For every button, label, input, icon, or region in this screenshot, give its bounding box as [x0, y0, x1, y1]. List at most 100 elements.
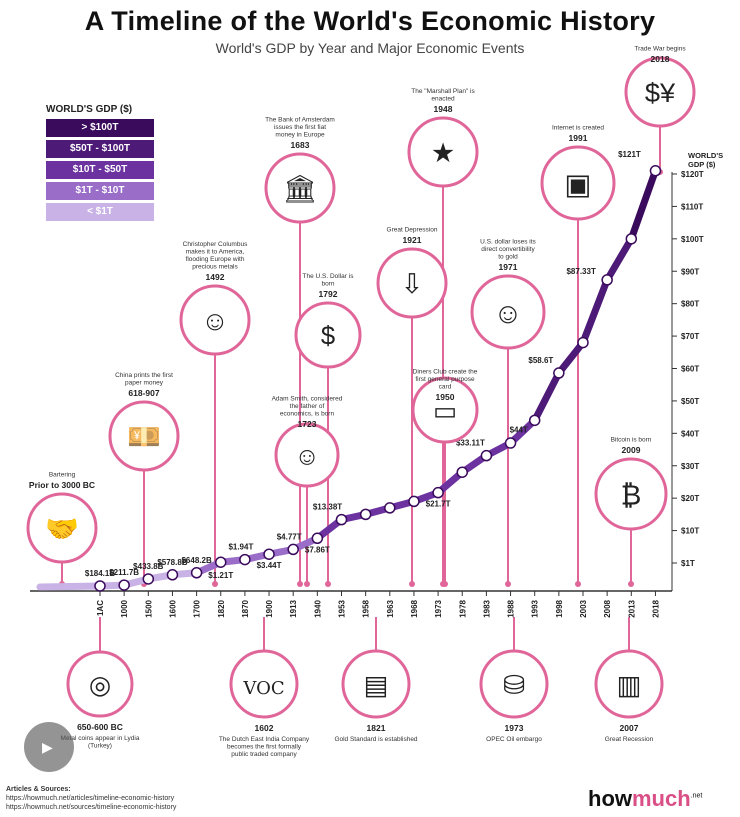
event-description: Internet is created	[552, 125, 604, 132]
data-label: $7.86T	[305, 545, 330, 554]
event-description: Christopher Columbus	[183, 241, 248, 248]
credit-card-icon: ▭	[433, 398, 457, 426]
event-description: enacted	[431, 96, 455, 103]
x-tick-label: 1993	[531, 599, 540, 617]
data-point	[384, 502, 396, 514]
data-point	[480, 449, 493, 462]
event-circle	[264, 152, 336, 224]
event-circle	[594, 649, 664, 719]
event-description: becomes the first formally	[227, 744, 302, 751]
event-description: The Bank of Amsterdam	[265, 117, 335, 124]
event-year: 1971	[499, 262, 518, 272]
event-stem-dot	[325, 581, 331, 587]
y-tick-label: $60T	[681, 365, 699, 374]
legend-item: $1T - $10T	[46, 182, 154, 200]
sources-block: Articles & Sources: https://howmuch.net/…	[6, 785, 176, 812]
y-tick-label: $50T	[681, 397, 699, 406]
data-label: $21.7T	[426, 500, 451, 509]
event-stem-dot	[442, 581, 448, 587]
x-tick-label: 1820	[217, 599, 226, 617]
event-description: Bitcoin is born	[611, 437, 652, 444]
data-point	[190, 567, 203, 579]
y-tick-label: $120T	[681, 170, 704, 179]
event-description: paper money	[125, 380, 164, 387]
event-description: The "Marshall Plan" is	[411, 88, 475, 95]
series-segment	[555, 339, 587, 377]
event-description: the father of	[290, 403, 325, 410]
event-year: 1792	[319, 289, 338, 299]
event-year: 2009	[622, 445, 641, 455]
data-point	[166, 569, 179, 581]
event-year: 1492	[206, 272, 225, 282]
voc-logo-icon: VOC	[242, 678, 284, 699]
event-circle	[341, 649, 411, 719]
y-tick-label: $100T	[681, 235, 704, 244]
event-circle	[479, 649, 549, 719]
y-tick-label: $80T	[681, 300, 699, 309]
data-label: $184.1B	[85, 569, 115, 578]
bitcoin-icon: ₿	[621, 480, 642, 511]
data-point	[649, 165, 662, 177]
data-label: $33.11T	[456, 439, 485, 448]
event-description: Great Recession	[605, 736, 654, 743]
event-circle	[108, 400, 180, 472]
data-point	[215, 556, 227, 568]
event-circle	[411, 376, 479, 444]
x-tick-label: 2018	[651, 599, 660, 617]
oil-barrels-icon: ⛁	[503, 670, 525, 701]
event-description: Diners Club create the	[413, 369, 478, 376]
x-tick-label: 1500	[144, 599, 153, 617]
event-year: 1921	[403, 235, 422, 245]
data-point	[263, 548, 275, 560]
data-label: $121T	[618, 150, 641, 159]
event-description: Bartering	[49, 472, 76, 479]
event-circle	[179, 284, 251, 356]
data-label: $44T	[510, 425, 528, 434]
event-year: 1991	[569, 133, 588, 143]
nixon-portrait-icon: ☺	[493, 298, 522, 330]
event-description: Metal coins appear in Lydia	[61, 735, 140, 742]
event-description: card	[439, 384, 452, 391]
event-year: 1948	[434, 104, 453, 114]
data-label: $211.7B	[109, 568, 139, 577]
event-year: 1683	[291, 140, 310, 150]
x-tick-label: 1870	[241, 599, 250, 617]
data-point	[239, 553, 251, 566]
x-tick-label: 1600	[168, 599, 177, 617]
legend-title: WORLD'S GDP ($)	[46, 104, 133, 115]
y-tick-label: $1T	[681, 559, 695, 568]
event-circle	[470, 274, 546, 350]
event-description: China prints the first	[115, 372, 173, 379]
x-tick-label: 1968	[410, 599, 419, 617]
event-description: Trade War begins	[634, 46, 686, 53]
event-year: 618-907	[128, 388, 159, 398]
media-overlay-button[interactable]: ▶	[24, 722, 74, 772]
event-description: precious metals	[192, 264, 238, 271]
series-segment	[627, 167, 659, 243]
source-link[interactable]: https://howmuch.net/articles/timeline-ec…	[6, 795, 175, 802]
x-tick-label: 1983	[482, 599, 491, 617]
event-circle	[407, 116, 479, 188]
columbus-portrait-icon: ☺	[201, 305, 229, 336]
logo-part-much: much	[632, 786, 691, 811]
data-point	[528, 414, 541, 427]
x-tick-label: 1973	[434, 599, 443, 617]
event-description: direct convertibility	[481, 246, 535, 253]
event-circle	[594, 457, 668, 531]
series-segment	[579, 276, 611, 347]
data-point	[94, 580, 106, 592]
data-label: $648.2B	[181, 556, 211, 565]
event-circle	[26, 492, 98, 564]
event-stem-dot	[212, 581, 218, 587]
data-point	[432, 486, 444, 499]
data-point	[287, 543, 299, 556]
gdp-series	[36, 165, 662, 592]
event-stem-dot	[297, 581, 303, 587]
event-description: (Turkey)	[88, 743, 112, 750]
event-description: born	[321, 281, 334, 288]
data-point	[142, 573, 155, 585]
data-point	[553, 367, 565, 379]
source-link[interactable]: https://howmuch.net/sources/timeline-eco…	[6, 804, 177, 811]
data-point	[577, 336, 589, 349]
event-circle	[294, 301, 362, 369]
